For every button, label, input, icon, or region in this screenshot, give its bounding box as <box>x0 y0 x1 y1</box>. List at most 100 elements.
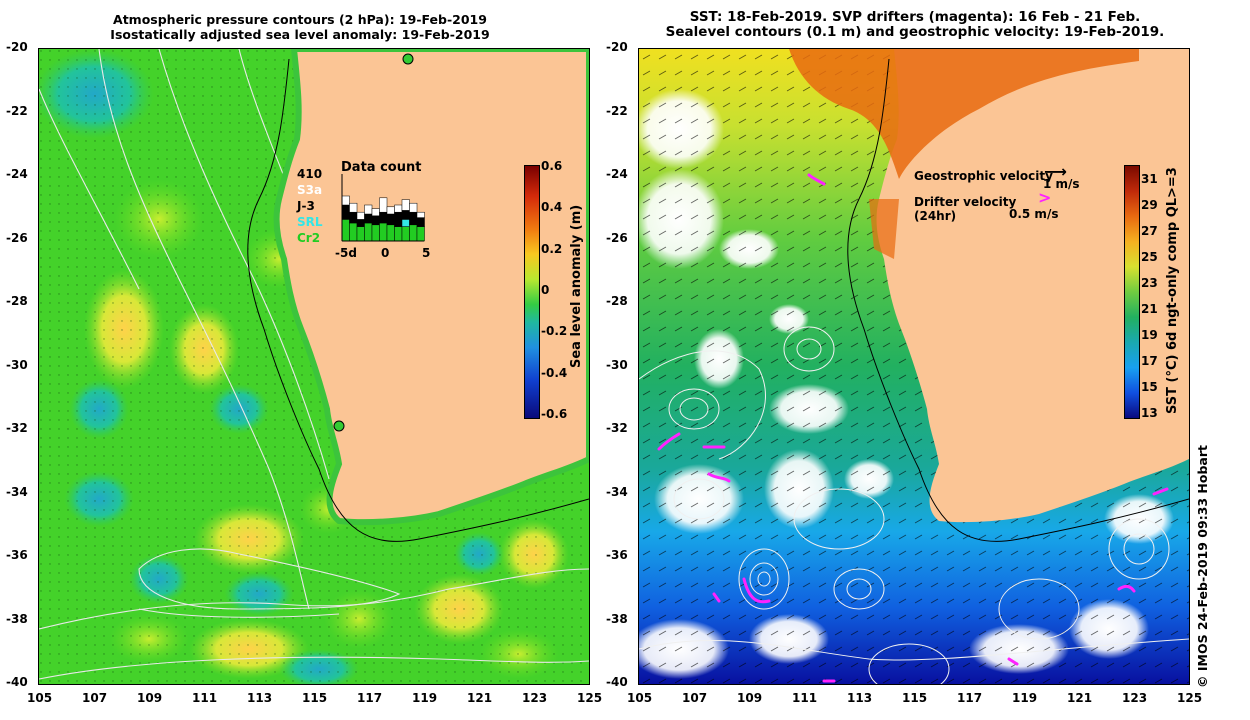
data-count-bar <box>386 206 395 215</box>
lon-tick-label: 117 <box>957 691 983 705</box>
right-title: SST: 18-Feb-2019. SVP drifters (magenta)… <box>640 10 1190 40</box>
lon-tick-label: 107 <box>82 691 108 705</box>
data-count-bar <box>401 219 410 227</box>
sla-colorbar-label: Sea level anomaly (m) <box>569 204 584 368</box>
imos-credit: © IMOS 24-Feb-2019 09:33 Hobart <box>1195 444 1210 688</box>
colorbar-tick-label: 21 <box>1141 302 1158 316</box>
data-count-bar <box>341 204 350 220</box>
data-count-bar <box>416 211 425 218</box>
lat-tick-label: -36 <box>6 548 28 562</box>
colorbar-tick-label: 0.6 <box>541 159 563 173</box>
lat-tick-label: -26 <box>6 230 28 245</box>
colorbar-tick-label: -0.6 <box>541 407 568 421</box>
sea-level-contours <box>639 326 1189 684</box>
data-count-bar <box>401 210 410 220</box>
drifter-scale: 0.5 m/s <box>1009 207 1059 221</box>
sst-map[interactable]: Geostrophic velocity ⟶ 1 m/s Drifter vel… <box>638 48 1190 685</box>
right-title-line2: Sealevel contours (0.1 m) and geostrophi… <box>665 24 1165 40</box>
sla-colorbar <box>524 165 540 419</box>
right-title-line1: SST: 18-Feb-2019. SVP drifters (magenta)… <box>689 9 1141 25</box>
left-title: Atmospheric pressure contours (2 hPa): 1… <box>60 12 540 42</box>
left-title-line2: Isostatically adjusted sea level anomaly… <box>110 27 490 42</box>
lon-tick-label: 119 <box>1012 691 1038 705</box>
colorbar-tick-label: 31 <box>1141 172 1158 186</box>
data-count-bar <box>394 226 403 242</box>
lon-tick-label: 121 <box>467 691 493 705</box>
colorbar-tick-label: 0 <box>541 283 550 297</box>
sla-land-australia <box>273 49 589 526</box>
data-count-chart <box>339 174 425 242</box>
data-count-axis-left: -5d <box>335 246 357 260</box>
lon-tick-label: 115 <box>902 691 928 705</box>
data-count-bar <box>409 202 418 213</box>
data-count-axis-right: 5 <box>422 246 431 260</box>
colorbar-tick-label: 17 <box>1141 354 1158 368</box>
lat-tick-label: -24 <box>6 167 28 181</box>
data-count-bar <box>409 211 418 226</box>
data-count-axis-mid: 0 <box>381 246 390 260</box>
lon-tick-label: 125 <box>577 691 603 705</box>
lat-tick-label: -22 <box>6 103 28 118</box>
data-count-bar <box>349 222 358 242</box>
data-count-bar <box>401 199 410 211</box>
mission-cr2: Cr2 <box>297 231 321 245</box>
lat-tick-label: -30 <box>606 357 628 372</box>
lat-tick-label: -28 <box>606 294 628 308</box>
lat-tick-label: -36 <box>606 548 628 562</box>
lon-tick-label: 105 <box>27 691 53 705</box>
colorbar-tick-label: 13 <box>1141 406 1158 420</box>
lat-tick-label: -34 <box>606 484 628 499</box>
data-count-bar <box>349 211 358 224</box>
lat-tick-label: -26 <box>606 230 628 245</box>
lon-tick-label: 113 <box>847 691 873 705</box>
lat-tick-label: -32 <box>6 421 28 435</box>
mission-j3: J-3 <box>297 199 315 213</box>
data-count-bar <box>394 204 403 213</box>
drifter-velocity-label: Drifter velocity <box>914 195 1017 209</box>
lat-tick-label: -38 <box>606 611 628 626</box>
data-count-bar <box>364 222 373 242</box>
drifter-arrow-icon: > <box>1038 188 1052 207</box>
data-count-title: Data count <box>341 160 422 175</box>
lat-tick-label: -40 <box>606 675 628 689</box>
data-count-bar <box>371 208 380 217</box>
lat-tick-label: -22 <box>606 103 628 118</box>
lat-tick-label: -34 <box>6 484 28 499</box>
geostrophic-arrow-icon: ⟶ <box>1044 162 1067 181</box>
data-count-bar <box>371 215 380 226</box>
lon-tick-label: 109 <box>137 691 163 705</box>
lon-tick-label: 105 <box>627 691 653 705</box>
lon-tick-label: 117 <box>357 691 383 705</box>
mission-srl: SRL <box>297 215 323 229</box>
sst-colorbar <box>1124 165 1140 419</box>
left-title-line1: Atmospheric pressure contours (2 hPa): 1… <box>113 12 487 27</box>
lat-tick-label: -40 <box>6 675 28 689</box>
lon-tick-label: 123 <box>1122 691 1148 705</box>
colorbar-tick-label: 15 <box>1141 380 1158 394</box>
lat-tick-label: -28 <box>6 294 28 308</box>
lon-tick-label: 111 <box>792 691 818 705</box>
mission-s3a: S3a <box>297 183 323 197</box>
data-count-bar <box>371 224 380 242</box>
data-count-bar <box>379 222 388 242</box>
lat-tick-label: -20 <box>6 40 28 54</box>
data-count-total: 410 <box>297 167 323 181</box>
colorbar-tick-label: 19 <box>1141 328 1158 342</box>
data-count-bar <box>409 224 418 242</box>
data-count-bar <box>356 226 365 242</box>
colorbar-tick-label: 29 <box>1141 198 1158 212</box>
colorbar-tick-label: -0.2 <box>541 324 568 339</box>
colorbar-tick-label: 23 <box>1141 276 1158 290</box>
sea-level-anomaly-map[interactable]: Data count 410 S3a J-3 SRL Cr2 -5d 0 5 <box>38 48 590 685</box>
colorbar-tick-label: -0.4 <box>541 365 568 380</box>
data-count-bar <box>349 202 358 213</box>
svp-drifter-tracks <box>657 173 1169 683</box>
data-count-bar <box>416 217 425 227</box>
data-count-bar <box>401 226 410 242</box>
data-count-bar <box>416 226 425 242</box>
lat-tick-label: -24 <box>606 167 628 181</box>
geostrophic-velocity-label: Geostrophic velocity <box>914 169 1053 183</box>
sla-map-svg <box>39 49 589 684</box>
data-count-bar <box>364 204 373 215</box>
drifter-velocity-sub: (24hr) <box>914 209 957 223</box>
